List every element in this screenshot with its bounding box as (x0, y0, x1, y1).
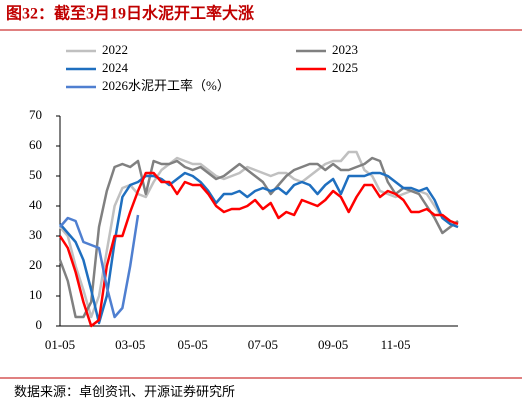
x-tick-label: 05-05 (177, 337, 207, 352)
source-note: 数据来源：卓创资讯、开源证券研究所 (14, 384, 235, 399)
y-tick-label: 40 (29, 197, 42, 212)
legend-label: 2026水泥开工率（%） (102, 78, 230, 93)
series-line (58, 156, 459, 319)
legend-label: 2024 (102, 60, 129, 75)
y-tick-label: 70 (29, 107, 42, 122)
x-tick-label: 09-05 (318, 337, 348, 352)
y-tick-label: 60 (29, 137, 42, 152)
x-tick-label: 01-05 (45, 337, 75, 352)
legend-label: 2022 (102, 42, 128, 57)
y-tick-label: 20 (29, 257, 42, 272)
legend-label: 2023 (332, 42, 358, 57)
legend-label: 2025 (332, 60, 358, 75)
y-tick-label: 30 (29, 227, 42, 242)
series-line (59, 150, 459, 319)
series-line (59, 171, 459, 325)
x-tick-label: 03-05 (115, 337, 145, 352)
series-line (58, 171, 459, 328)
chart-title: 图32：截至3月19日水泥开工率大涨 (6, 4, 254, 23)
y-tick-label: 10 (29, 287, 42, 302)
y-tick-label: 0 (36, 317, 43, 332)
x-tick-label: 07-05 (248, 337, 278, 352)
series-line (59, 214, 140, 319)
x-tick-label: 11-05 (381, 337, 411, 352)
y-tick-label: 50 (29, 167, 42, 182)
